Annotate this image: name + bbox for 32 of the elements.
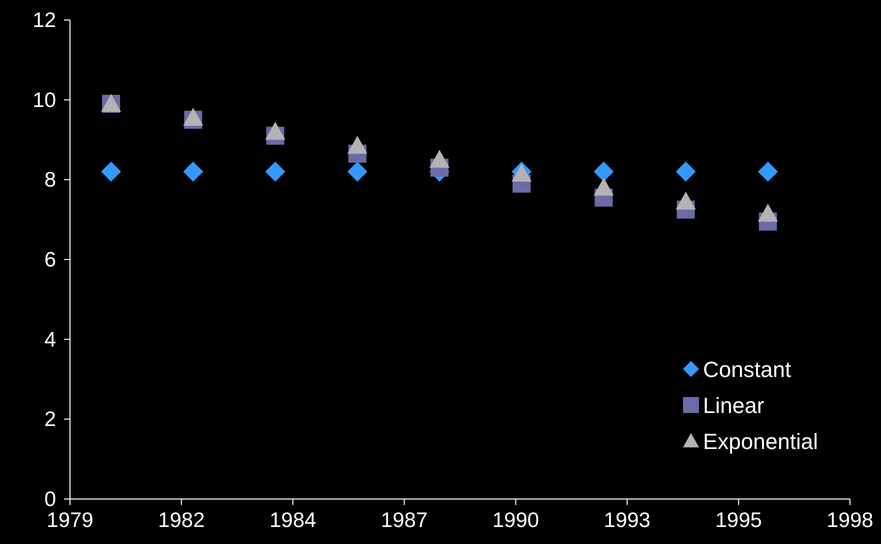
point (265, 122, 286, 140)
point (676, 192, 696, 210)
point (758, 204, 778, 222)
x-tick-label: 1982 (158, 509, 205, 532)
point (594, 178, 614, 196)
y-tick-label: 8 (44, 168, 56, 192)
point (758, 162, 778, 182)
y-tick-label: 2 (44, 408, 56, 432)
x-tick-label: 1987 (380, 509, 428, 532)
y-tick-label: 12 (32, 9, 56, 32)
y-tick-label: 4 (44, 328, 56, 352)
legend-label: Exponential (703, 429, 818, 454)
x-tick-label: 1979 (46, 509, 94, 532)
point (429, 150, 450, 168)
x-tick-label: 1990 (492, 509, 540, 532)
legend-label: Linear (703, 393, 764, 418)
x-tick-label: 1995 (715, 509, 762, 532)
point (676, 162, 696, 182)
x-tick-label: 1984 (270, 509, 317, 532)
point (347, 136, 368, 154)
point (594, 162, 614, 182)
x-tick-label: 1993 (604, 509, 650, 532)
y-tick-label: 6 (44, 248, 56, 272)
y-tick-label: 0 (44, 488, 56, 511)
legend-label: Constant (703, 357, 792, 382)
x-tick-label: 1998 (826, 509, 874, 532)
point (265, 162, 286, 182)
point (183, 162, 204, 182)
point (347, 162, 368, 182)
y-tick-label: 10 (32, 88, 56, 112)
point (101, 162, 122, 182)
point (183, 108, 204, 126)
